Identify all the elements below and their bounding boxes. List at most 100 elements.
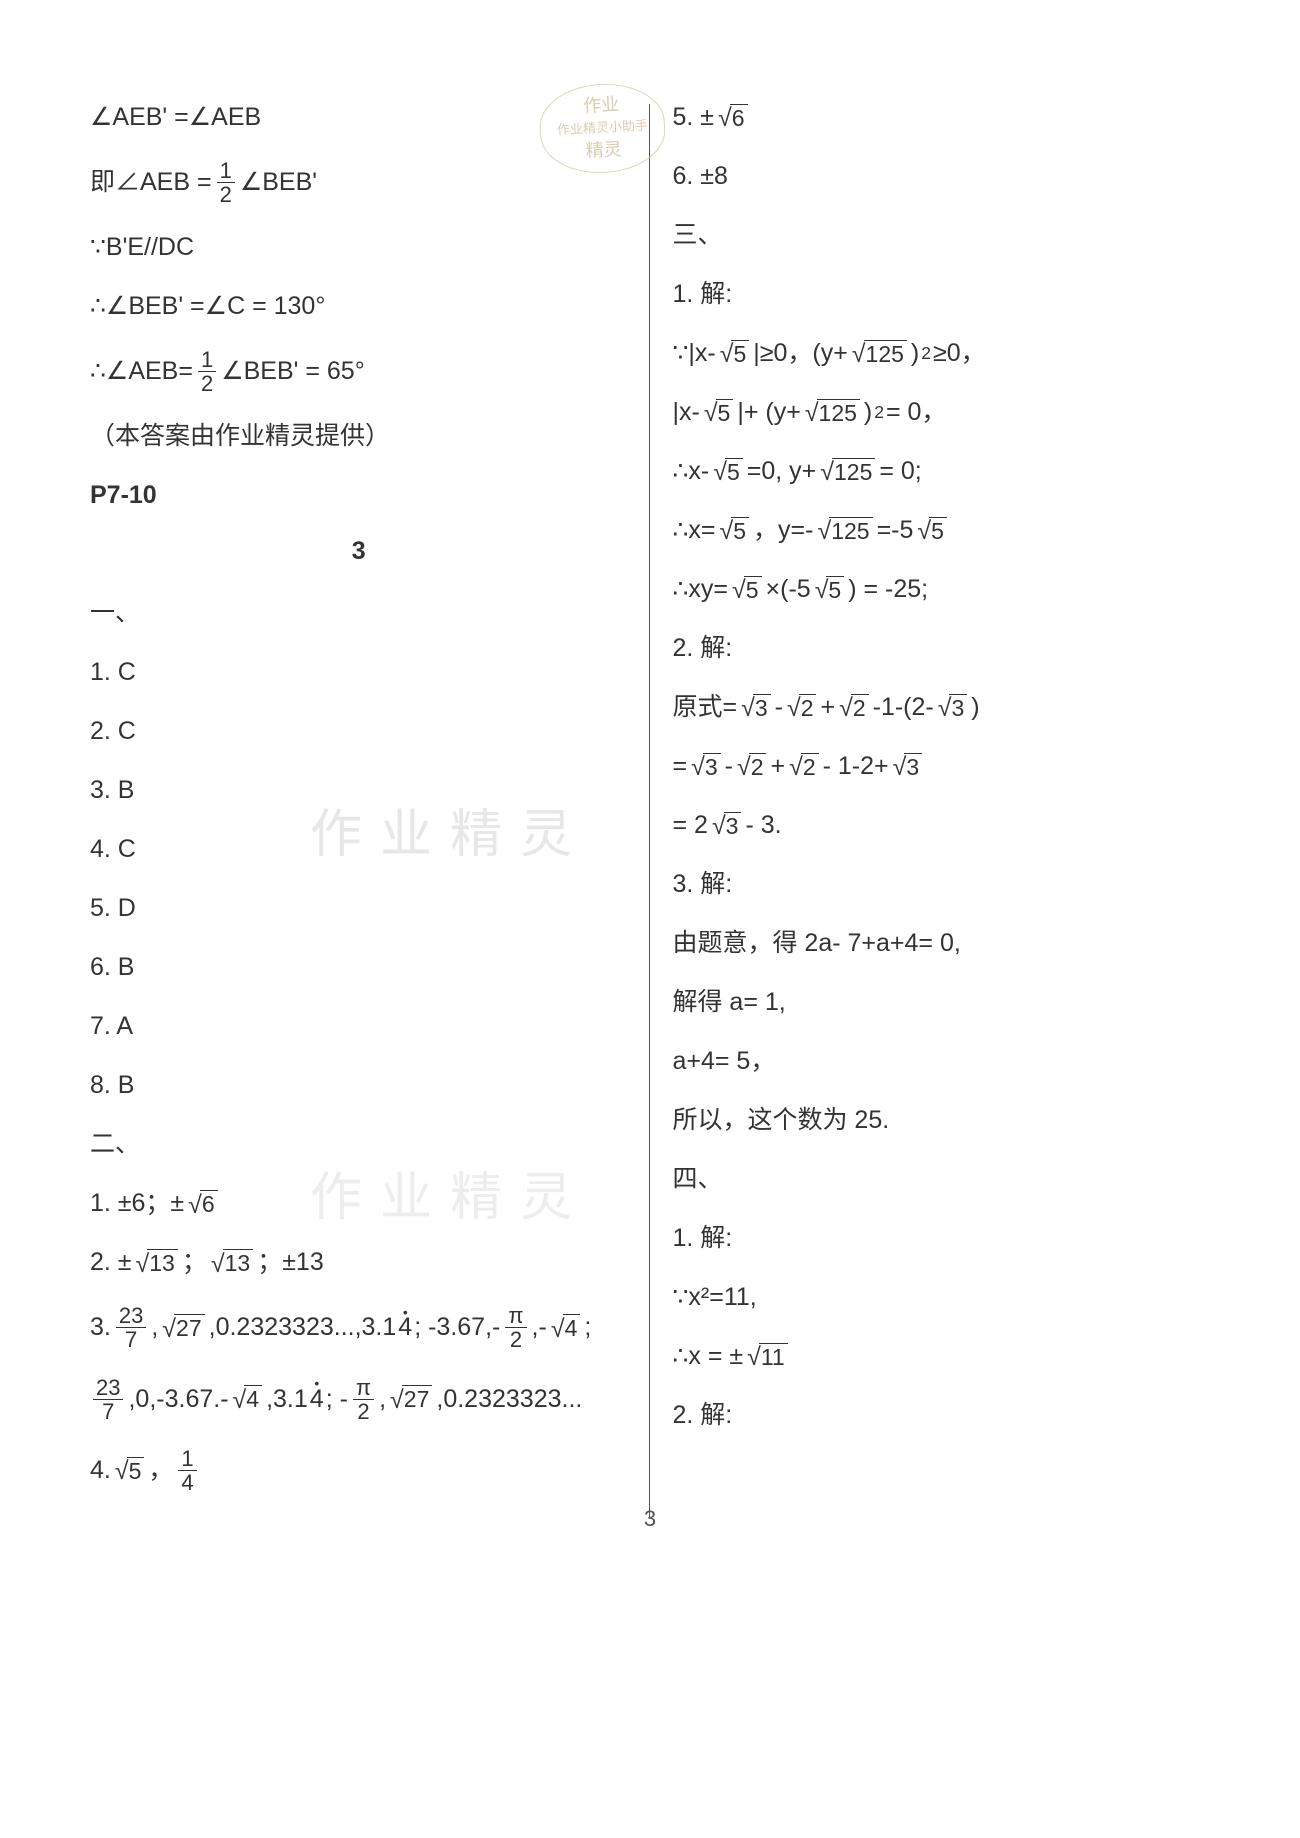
answer-item: 6. B: [90, 950, 627, 985]
answer-item: 4. √5 ， 14: [90, 1447, 627, 1494]
text: ∠BEB' = 65°: [221, 354, 365, 389]
text: 原式=: [672, 690, 737, 725]
section-heading: 四、: [672, 1162, 1190, 1197]
sqrt: √3: [691, 753, 721, 780]
text: = 0，: [886, 395, 946, 430]
math-line: ∵|x- √5 |≥0，(y+ √125 )2 ≥0，: [672, 336, 1190, 371]
text: ∴x-: [672, 454, 709, 489]
answer-item: 1. ±6；± √6: [90, 1186, 627, 1221]
answer-item: 5. D: [90, 891, 627, 926]
text: ∵|x-: [672, 336, 715, 371]
sqrt: √5: [713, 458, 743, 485]
left-column: ∠AEB' =∠AEB 即∠AEB = 12 ∠BEB' ∵B'E//DC ∴∠…: [80, 100, 649, 1518]
fraction: 12: [217, 159, 235, 206]
text: ): [864, 395, 872, 430]
answer-item: 1. 解:: [672, 1221, 1190, 1256]
text: =: [672, 749, 687, 784]
text: - 3.: [745, 808, 781, 843]
text: ，y=-: [753, 513, 813, 548]
answer-item: 2. 解:: [672, 631, 1190, 666]
text: -: [775, 690, 783, 725]
answer-item: 2. C: [90, 714, 627, 749]
text: 即∠AEB =: [90, 165, 212, 200]
text: ; -3.67,-: [414, 1310, 500, 1345]
sqrt: √13: [211, 1249, 253, 1276]
math-line: 即∠AEB = 12 ∠BEB': [90, 159, 627, 206]
sqrt: √2: [839, 694, 869, 721]
text: |x-: [672, 395, 699, 430]
math-line: ∴x = ± √11: [672, 1339, 1190, 1374]
math-line: 原式= √3 - √2 + √2 -1-(2- √3 ): [672, 690, 1190, 725]
math-line: ∴xy= √5 ×(-5 √5 ) = -25;: [672, 572, 1190, 607]
sqrt: √11: [747, 1343, 788, 1370]
sqrt: √5: [115, 1457, 145, 1484]
sqrt: √125: [805, 399, 860, 426]
sqrt: √27: [390, 1385, 432, 1412]
math-line: ∵B'E//DC: [90, 230, 627, 265]
text: ,0.2323323...,3.1: [209, 1310, 397, 1345]
text: ,: [379, 1382, 386, 1417]
answer-item: 6. ±8: [672, 159, 1190, 194]
section-number: 3: [90, 537, 627, 566]
sqrt: √4: [233, 1385, 263, 1412]
sqrt: √5: [704, 399, 734, 426]
sqrt: √6: [718, 104, 748, 131]
fraction: 237: [116, 1304, 146, 1351]
text: ,-: [532, 1310, 547, 1345]
answer-item: 1. C: [90, 655, 627, 690]
text: ,0.2323323...: [436, 1382, 582, 1417]
text: ,3.1: [266, 1382, 308, 1417]
text: |+ (y+: [737, 395, 800, 430]
answer-item: 3. 解:: [672, 867, 1190, 902]
text: ∴xy=: [672, 572, 728, 607]
math-line: ∴x- √5 =0, y+ √125 = 0;: [672, 454, 1190, 489]
text: -: [725, 749, 733, 784]
answer-item: 4. C: [90, 832, 627, 867]
fraction: π2: [505, 1304, 526, 1351]
math-line: ∵x²=11,: [672, 1280, 1190, 1315]
answer-item: 8. B: [90, 1068, 627, 1103]
text: 3.: [90, 1310, 111, 1345]
math-line: = √3 - √2 + √2 - 1-2+ √3: [672, 749, 1190, 784]
math-line: 由题意，得 2a- 7+a+4= 0,: [672, 926, 1190, 961]
math-line: ∴x= √5 ，y=- √125 =-5 √5: [672, 513, 1190, 548]
sqrt: √5: [720, 517, 750, 544]
fraction: 237: [93, 1376, 123, 1423]
text: ,0,-3.67.-: [128, 1382, 228, 1417]
text: ，: [148, 1453, 173, 1488]
math-line: a+4= 5，: [672, 1044, 1190, 1079]
answer-item: 7. A: [90, 1009, 627, 1044]
text: ; -: [326, 1382, 348, 1417]
sup: 2: [921, 341, 931, 366]
text: ≥0，: [933, 336, 986, 371]
answer-item: 2. 解:: [672, 1398, 1190, 1433]
sqrt: √2: [787, 694, 817, 721]
math-line: |x- √5 |+ (y+ √125 )2 = 0，: [672, 395, 1190, 430]
text: ∠BEB': [240, 165, 317, 200]
sqrt: √13: [136, 1249, 178, 1276]
text: ∴∠AEB=: [90, 354, 193, 389]
text: = 0;: [879, 454, 921, 489]
text: 1. ±6；±: [90, 1186, 184, 1221]
math-line: 所以，这个数为 25.: [672, 1103, 1190, 1138]
sqrt: √5: [815, 576, 845, 603]
math-line: ∠AEB' =∠AEB: [90, 100, 627, 135]
math-line: = 2 √3 - 3.: [672, 808, 1190, 843]
sqrt: √5: [720, 340, 750, 367]
sqrt: √125: [820, 458, 875, 485]
answer-item: 2. ± √13 ； √13 ；±13: [90, 1245, 627, 1280]
text: - 1-2+: [823, 749, 889, 784]
text: +: [770, 749, 785, 784]
sqrt: √3: [893, 753, 923, 780]
text: ): [971, 690, 979, 725]
fraction: π2: [353, 1376, 374, 1423]
text: 2. ±: [90, 1245, 132, 1280]
section-heading: 三、: [672, 218, 1190, 253]
right-column: 5. ± √6 6. ±8 三、 1. 解: ∵|x- √5 |≥0，(y+ √…: [650, 100, 1220, 1518]
text: |≥0，(y+: [753, 336, 848, 371]
text: =-5: [877, 513, 914, 548]
sqrt: √27: [162, 1314, 204, 1341]
fraction: 14: [178, 1447, 196, 1494]
answer-item: 3. B: [90, 773, 627, 808]
text: ×(-5: [766, 572, 811, 607]
